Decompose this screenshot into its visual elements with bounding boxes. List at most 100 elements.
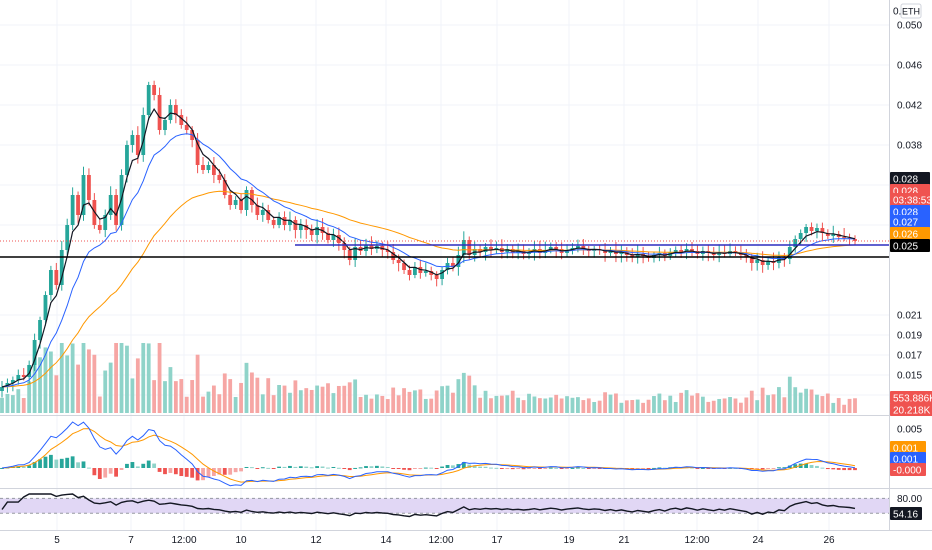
volume-bar <box>331 393 336 413</box>
volume-bar <box>581 400 586 413</box>
macd-histogram-bar <box>787 465 792 468</box>
macd-histogram-bar <box>184 468 189 477</box>
macd-histogram-bar <box>527 468 531 469</box>
candle-body <box>440 270 444 279</box>
candle-body <box>744 255 749 257</box>
axis-price-tag <box>890 391 932 404</box>
axis-price-tag-text: 20.218K <box>893 406 931 417</box>
macd-histogram-bar <box>494 467 499 469</box>
macd-histogram-bar <box>597 468 602 469</box>
volume-bar <box>608 394 613 413</box>
candle-body <box>288 220 292 225</box>
macd-histogram-bar <box>92 468 97 476</box>
volume-bar <box>282 385 287 413</box>
candle-body <box>38 320 42 340</box>
time-tick-label: 12:00 <box>428 535 453 546</box>
candle-body <box>798 233 803 239</box>
volume-bar <box>499 395 504 413</box>
price-tags: 0.0280.02803:38:530.0280.0270.0260.02555… <box>890 172 932 521</box>
candle-body <box>505 249 510 252</box>
macd-histogram-bar <box>228 468 233 475</box>
volume-bar <box>423 398 428 413</box>
candle-body <box>407 270 412 275</box>
candle-body <box>565 250 569 253</box>
volume-bar <box>641 402 646 413</box>
volume-bar <box>733 398 738 413</box>
volume-bar <box>624 400 629 413</box>
candle-body <box>342 243 347 250</box>
volume-bar <box>657 393 662 413</box>
rsi-pane[interactable] <box>0 493 889 518</box>
volume-bar <box>505 395 510 413</box>
macd-histogram-bar <box>755 468 760 470</box>
volume-bar <box>364 394 368 413</box>
candle-body <box>673 250 678 252</box>
volume-bar <box>842 404 847 413</box>
macd-histogram-bar <box>217 468 222 475</box>
time-tick-label: 21 <box>618 535 630 546</box>
macd-histogram-bar <box>288 465 292 468</box>
candle-body <box>820 228 825 233</box>
macd-histogram-bar <box>190 468 195 478</box>
ema-mid-line <box>1 133 856 388</box>
macd-histogram-bar <box>700 467 705 469</box>
candle-body <box>163 120 167 130</box>
axis-price-tag <box>890 193 930 206</box>
candle-body <box>336 235 341 243</box>
macd-histogram-bar <box>771 468 776 469</box>
macd-histogram-bar <box>407 468 412 471</box>
macd-pane[interactable] <box>0 421 857 487</box>
macd-histogram-bar <box>499 468 504 469</box>
volume-bar <box>315 385 320 413</box>
volume-bar <box>87 349 91 413</box>
volume-bar <box>603 392 607 413</box>
time-axis[interactable]: 5 7 12:00 10 12 14 12:00 17 19 21 12:00 24 26 <box>54 535 835 546</box>
volume-bar <box>739 402 743 413</box>
candle-body <box>16 375 21 380</box>
macd-histogram-bar <box>847 468 852 471</box>
macd-histogram-bar <box>630 468 635 469</box>
volume-bar <box>146 343 151 413</box>
macd-histogram-bar <box>87 467 91 469</box>
axis-price-tag <box>890 172 930 185</box>
axis-price-tag <box>890 452 926 465</box>
volume-bar <box>472 385 477 413</box>
volume-bar <box>679 392 684 413</box>
chart-grid <box>0 0 889 530</box>
candle-body <box>184 125 189 130</box>
candle-body <box>456 255 461 267</box>
macd-histogram-bar <box>825 468 830 470</box>
macd-histogram-bar <box>380 466 385 468</box>
volume-bar <box>59 343 64 413</box>
macd-histogram-bar <box>793 464 798 468</box>
volume-bar <box>70 343 75 413</box>
macd-histogram-bar <box>391 468 396 469</box>
volume-bar <box>76 364 80 413</box>
volume-bar <box>309 389 314 413</box>
volume-bar <box>38 357 42 413</box>
price-pane[interactable] <box>0 80 889 413</box>
candle-body <box>65 225 70 250</box>
candle-body <box>70 195 75 225</box>
macd-histogram-bar <box>434 468 439 469</box>
macd-histogram-bar <box>320 466 325 468</box>
candle-body <box>103 215 108 230</box>
axis-price-tag-text: 0.001 <box>893 444 918 455</box>
macd-histogram-bar <box>146 460 151 468</box>
candle-body <box>717 252 722 255</box>
volume-bar <box>662 400 667 413</box>
axis-price-tag-text: 0.028 <box>893 175 918 186</box>
volume-bar <box>467 375 472 413</box>
symbol-badge[interactable]: ETH <box>900 3 922 19</box>
axis-price-tag-text: 0.028 <box>893 208 918 219</box>
macd-histogram-bar <box>260 467 265 469</box>
axis-price-tag-text: 03:38:53 <box>893 196 932 207</box>
volume-bar <box>798 392 803 413</box>
macd-histogram-bar <box>777 467 781 469</box>
macd-histogram-bar <box>646 468 651 469</box>
macd-histogram-bar <box>255 468 260 469</box>
volume-bar <box>451 392 455 413</box>
volume-bar <box>201 396 205 413</box>
price-tick-label: 0.021 <box>897 311 922 322</box>
